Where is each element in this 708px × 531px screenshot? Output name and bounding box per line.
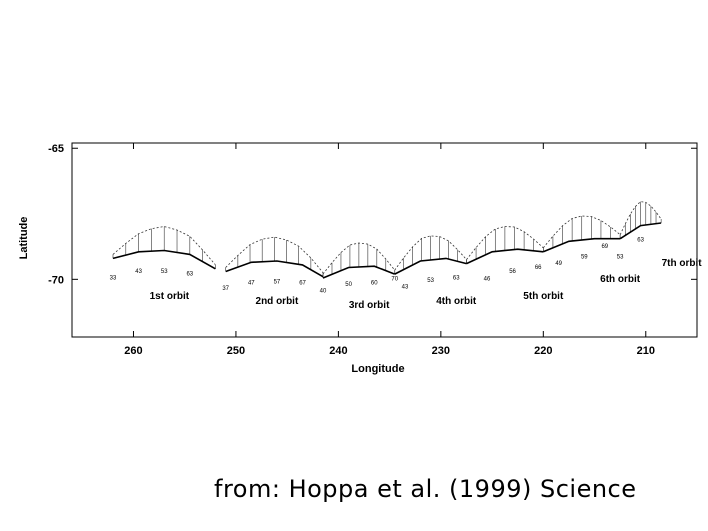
point-label: 57 bbox=[274, 279, 281, 285]
x-tick-label: 230 bbox=[432, 345, 450, 357]
stress-envelope bbox=[225, 236, 324, 273]
x-axis-title: Longitude bbox=[351, 363, 404, 375]
point-label: 46 bbox=[484, 277, 491, 283]
y-tick-label: -70 bbox=[48, 274, 64, 286]
point-label: 60 bbox=[371, 281, 378, 287]
orbit-track-line bbox=[225, 260, 324, 278]
orbit-label: 7th orbit bbox=[662, 258, 703, 269]
y-axis-title: Latitude bbox=[18, 217, 30, 260]
orbit-track-line bbox=[394, 257, 467, 275]
orbit-label: 4th orbit bbox=[436, 296, 477, 307]
point-label: 63 bbox=[453, 275, 460, 281]
point-label: 43 bbox=[135, 269, 142, 275]
y-tick-label: -65 bbox=[48, 143, 64, 155]
stress-envelope bbox=[322, 242, 396, 275]
x-tick-label: 250 bbox=[227, 345, 245, 357]
orbit-track-line bbox=[322, 265, 395, 279]
point-label: 53 bbox=[617, 254, 624, 260]
stress-envelope bbox=[466, 226, 544, 260]
orbit-label: 1st orbit bbox=[150, 291, 190, 302]
orbit-label: 6th orbit bbox=[600, 274, 641, 285]
orbit-track-line bbox=[542, 237, 621, 253]
point-label: 43 bbox=[402, 285, 409, 291]
axis-ticks: 260 250 240 230 220 210 -65 -70 bbox=[48, 143, 697, 357]
point-label: 50 bbox=[345, 282, 352, 288]
source-credit: from: Hoppa et al. (1999) Science bbox=[214, 475, 637, 503]
point-label: 70 bbox=[391, 277, 398, 283]
point-label: 47 bbox=[248, 281, 255, 287]
orbit-tracks bbox=[112, 222, 662, 279]
point-label: 67 bbox=[299, 281, 306, 287]
orbit-track-line bbox=[112, 249, 216, 270]
plot-frame bbox=[71, 142, 698, 338]
point-label: 53 bbox=[161, 269, 168, 275]
tidal-stress-arcs bbox=[112, 201, 662, 279]
orbit-label: 5th orbit bbox=[523, 291, 564, 302]
point-label: 40 bbox=[320, 288, 327, 294]
x-tick-label: 220 bbox=[534, 345, 552, 357]
x-tick-label: 240 bbox=[329, 345, 347, 357]
orbit-label: 3rd orbit bbox=[349, 300, 390, 311]
point-label: 33 bbox=[110, 275, 117, 281]
point-label: 56 bbox=[509, 269, 516, 275]
point-label: 59 bbox=[581, 254, 588, 260]
point-label: 63 bbox=[637, 237, 644, 243]
point-label: 53 bbox=[427, 278, 434, 284]
x-tick-label: 260 bbox=[124, 345, 142, 357]
point-label: 49 bbox=[555, 261, 562, 267]
orbit-track-line bbox=[619, 222, 662, 240]
point-label: 63 bbox=[186, 271, 193, 277]
orbit-track-line bbox=[466, 248, 544, 265]
orbit-label: 2nd orbit bbox=[256, 296, 299, 307]
x-tick-label: 210 bbox=[637, 345, 655, 357]
chart-labels: 33 43 53 63 37 47 57 67 40 50 60 70 43 53 63 46 56 66 49 59… bbox=[110, 237, 703, 311]
point-label: 37 bbox=[222, 286, 229, 292]
point-label: 69 bbox=[601, 244, 608, 250]
point-label: 66 bbox=[535, 265, 542, 271]
